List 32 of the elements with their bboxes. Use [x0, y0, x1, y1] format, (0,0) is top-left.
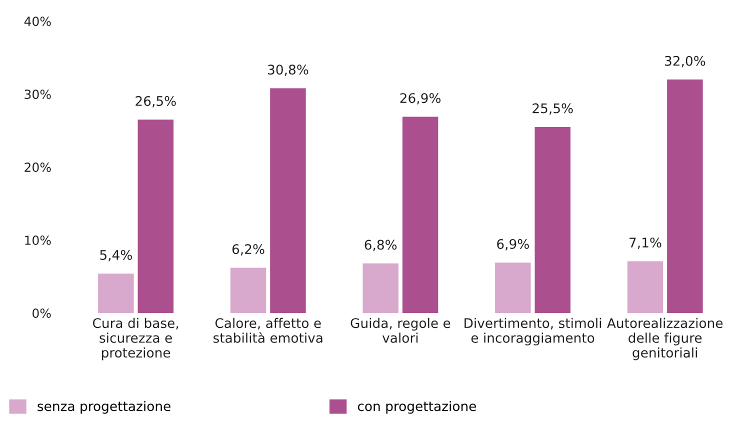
bar [362, 263, 398, 314]
data-label: 6,9% [497, 239, 529, 250]
y-tick-label: 40% [24, 16, 51, 26]
data-label: 6,2% [232, 244, 264, 256]
data-label: 30,8% [268, 64, 308, 76]
data-label: 32,0% [664, 56, 706, 68]
bar [230, 268, 266, 314]
bar [667, 80, 703, 314]
data-label: 26,9% [400, 93, 441, 104]
x-tick-label: Divertimento, stimoli e incoraggiamento [464, 318, 602, 346]
bar [495, 262, 531, 314]
x-tick-label: Autorealizzazione delle figure genitoriali [607, 318, 723, 360]
legend-label: senza progettazione [38, 400, 170, 414]
data-label: 25,5% [532, 103, 573, 115]
y-tick-label: 0% [32, 308, 51, 318]
data-label: 26,5% [136, 96, 176, 108]
legend-label: con progettazione [358, 400, 476, 414]
bar [138, 120, 174, 314]
bar [270, 88, 306, 314]
x-tick-label: Calore, affetto e stabilità emotiva [213, 318, 322, 343]
bar [534, 126, 570, 314]
x-tick-label: Guida, regole e valori [350, 318, 450, 343]
data-label: 6,8% [364, 240, 397, 252]
y-tick-label: 10% [25, 236, 51, 245]
bar [627, 261, 664, 314]
bar [402, 116, 438, 314]
x-tick-label: Cura di base, sicurezza e protezione [92, 318, 178, 360]
bar [98, 274, 134, 314]
data-label: 7,1% [630, 238, 662, 249]
data-label: 5,4% [100, 250, 132, 262]
y-tick-label: 30% [24, 90, 51, 100]
y-tick-label: 20% [24, 162, 51, 172]
